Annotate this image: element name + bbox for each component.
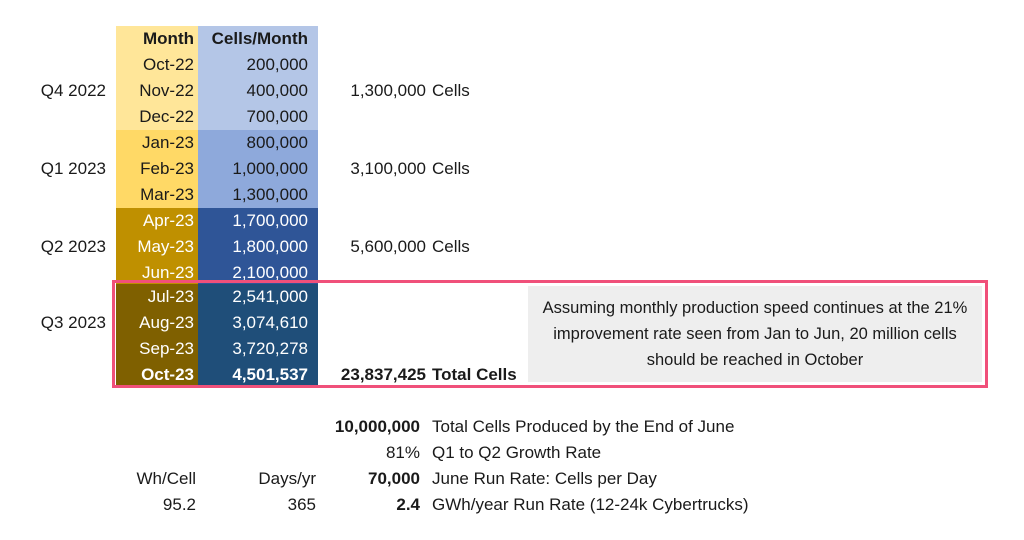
quarter-unit: Cells: [432, 159, 470, 178]
metric-label: GWh/year Run Rate (12-24k Cybertrucks): [432, 495, 749, 514]
month-cell: Oct-22: [116, 52, 198, 78]
days-per-yr-value: 365: [287, 495, 316, 514]
month-cell: Nov-22: [116, 78, 198, 104]
month-cell: Oct-23: [116, 362, 198, 388]
metric-value: 70,000: [368, 469, 420, 488]
days-per-yr-header: Days/yr: [258, 469, 316, 488]
q3-highlight-box: [112, 280, 988, 388]
cells-value: 2,541,000: [198, 284, 318, 310]
month-cell: Aug-23: [116, 310, 198, 336]
metric-label: Q1 to Q2 Growth Rate: [432, 443, 602, 462]
month-column-header: Month: [116, 26, 198, 52]
month-cell: Sep-23: [116, 336, 198, 362]
quarter-label: Q3 2023: [40, 313, 106, 332]
quarter-unit: Cells: [432, 237, 470, 256]
metric-value: 2.4: [396, 495, 420, 514]
cells-value: 700,000: [198, 104, 318, 130]
cells-value: 1,300,000: [198, 182, 318, 208]
wh-per-cell-header: Wh/Cell: [136, 469, 196, 488]
grand-total-value: 23,837,425: [340, 365, 426, 384]
metric-value: 81%: [385, 443, 420, 462]
quarter-total: 1,300,000: [350, 81, 426, 100]
cells-value: 3,720,278: [198, 336, 318, 362]
quarter-total: 3,100,000: [350, 159, 426, 178]
cells-value: 800,000: [198, 130, 318, 156]
quarter-label: Q1 2023: [40, 159, 106, 178]
quarter-total: 5,600,000: [350, 237, 426, 256]
cells-column-header: Cells/Month: [198, 26, 318, 52]
cells-value: 1,000,000: [198, 156, 318, 182]
metric-label: June Run Rate: Cells per Day: [432, 469, 657, 488]
quarter-label: Q4 2022: [40, 81, 106, 100]
quarter-label: Q2 2023: [40, 237, 106, 256]
grand-total-label: Total Cells: [432, 365, 517, 384]
quarter-unit: Cells: [432, 81, 470, 100]
cells-value: 3,074,610: [198, 310, 318, 336]
cells-value: 200,000: [198, 52, 318, 78]
projection-note: Assuming monthly production speed contin…: [528, 286, 982, 382]
month-cell: Jul-23: [116, 284, 198, 310]
cells-value: 1,800,000: [198, 234, 318, 260]
metric-label: Total Cells Produced by the End of June: [432, 417, 735, 436]
projection-note-text: Assuming monthly production speed contin…: [542, 299, 968, 369]
cells-value: 400,000: [198, 78, 318, 104]
month-cell: Jan-23: [116, 130, 198, 156]
month-cell: Apr-23: [116, 208, 198, 234]
month-cell: Mar-23: [116, 182, 198, 208]
cells-value: 4,501,537: [198, 362, 318, 388]
wh-per-cell-value: 95.2: [162, 495, 196, 514]
metric-value: 10,000,000: [334, 417, 420, 436]
month-cell: May-23: [116, 234, 198, 260]
cells-value: 1,700,000: [198, 208, 318, 234]
month-cell: Dec-22: [116, 104, 198, 130]
month-cell: Feb-23: [116, 156, 198, 182]
